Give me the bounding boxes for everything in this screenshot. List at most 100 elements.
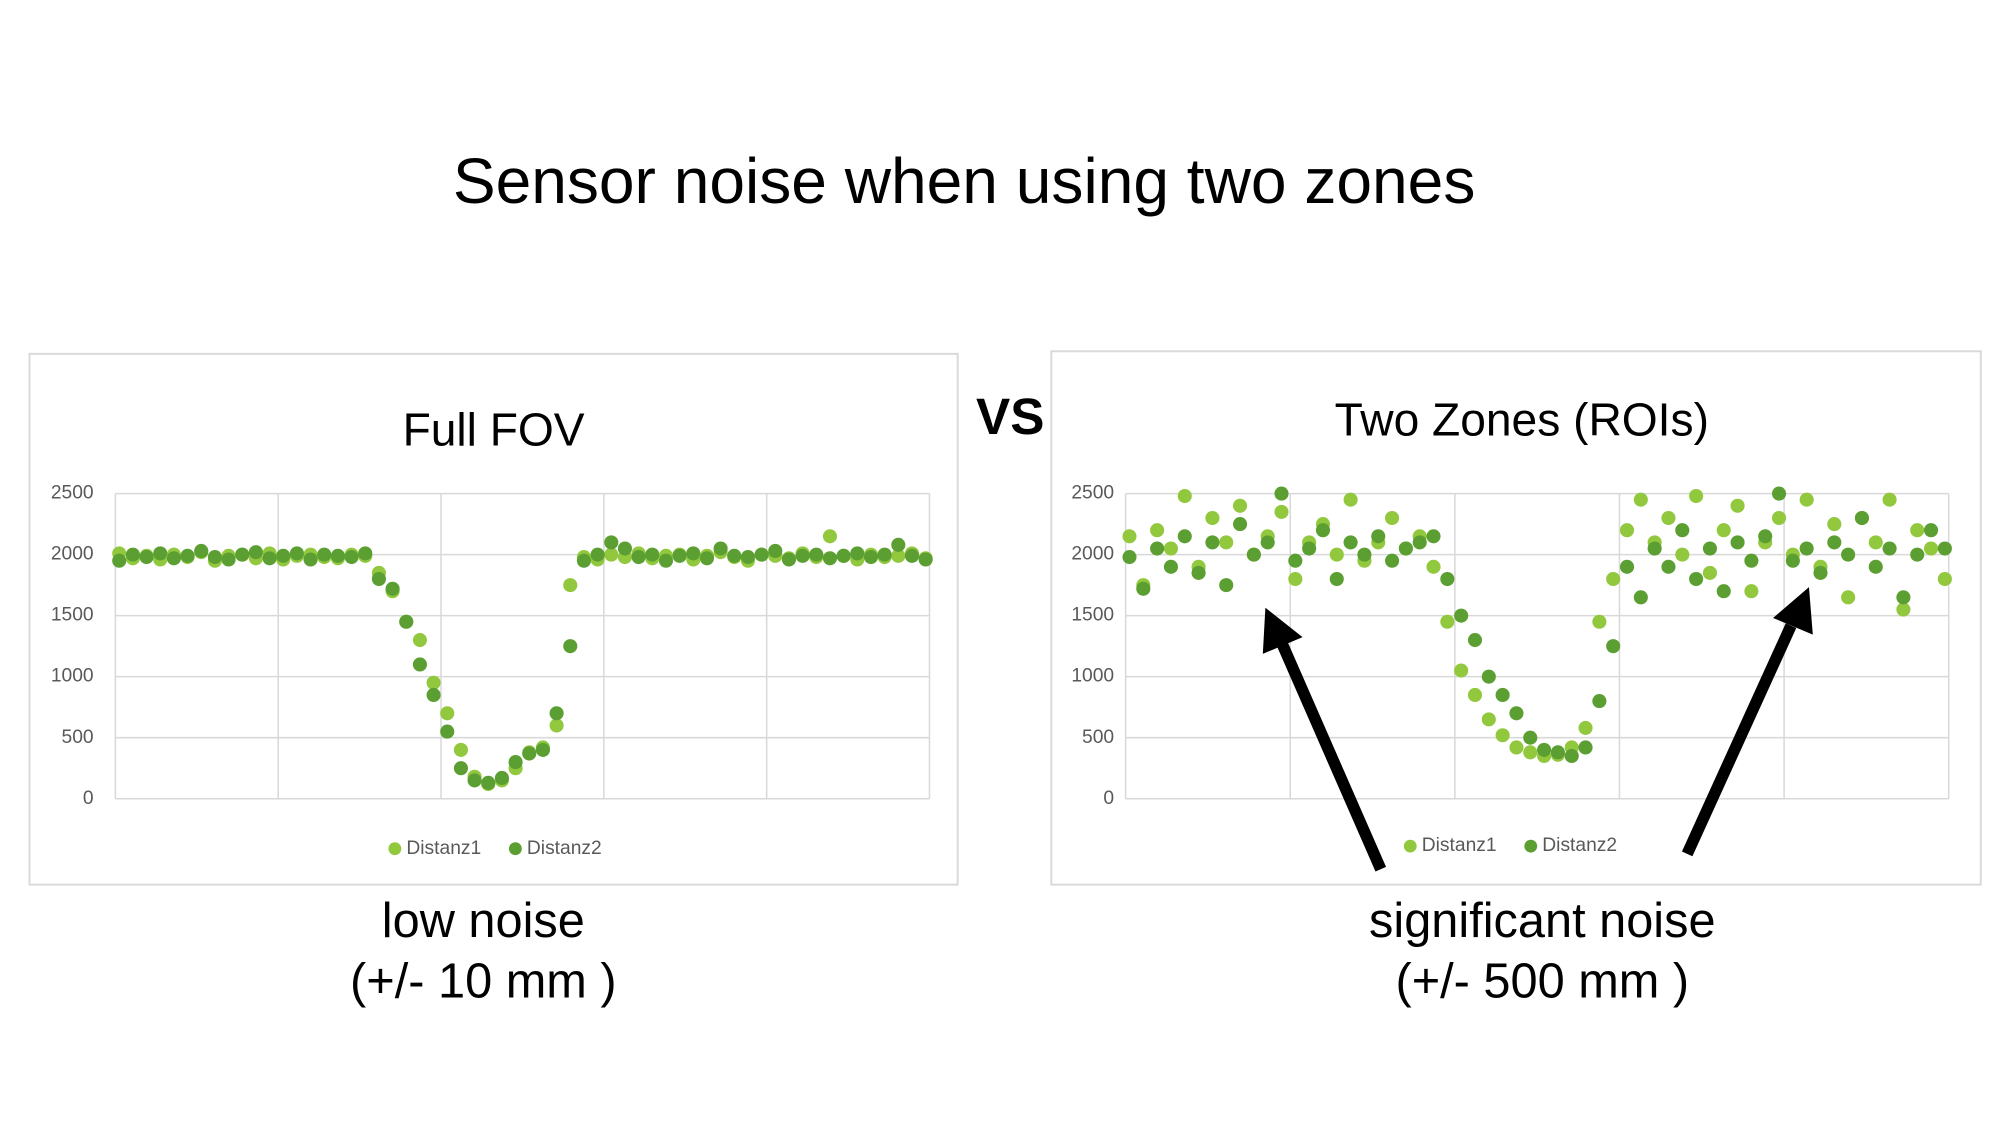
legend-marker [508, 842, 522, 856]
data-point [795, 548, 810, 563]
data-point [1177, 488, 1192, 504]
data-point [891, 548, 906, 563]
data-point [522, 746, 537, 761]
data-point [1675, 523, 1690, 538]
data-point [1371, 529, 1386, 544]
legend-marker [1524, 839, 1538, 853]
data-point [809, 547, 824, 562]
data-point [590, 547, 605, 562]
data-point [1219, 535, 1234, 550]
data-point [1841, 547, 1856, 562]
data-point [385, 581, 400, 596]
data-point [1426, 529, 1441, 544]
data-point [1606, 639, 1621, 654]
data-point [1191, 565, 1206, 580]
data-point [1412, 535, 1427, 550]
data-point [399, 614, 414, 629]
data-point [617, 541, 632, 556]
data-point [1467, 687, 1483, 703]
caption: (+/- 10 mm ) [350, 954, 617, 1008]
data-point [740, 550, 756, 565]
data-point [1633, 590, 1648, 605]
data-point [563, 578, 578, 593]
data-point [1440, 614, 1455, 629]
data-point [1302, 541, 1317, 556]
data-point [1771, 486, 1787, 501]
legend-label: Distanz2 [527, 838, 602, 859]
data-point [235, 547, 250, 562]
data-point [248, 545, 263, 560]
data-point [1744, 584, 1759, 599]
data-point [276, 548, 291, 563]
chart-title: Full FOV [403, 404, 585, 456]
data-point [686, 546, 701, 561]
data-point [1550, 745, 1565, 760]
data-point [1827, 517, 1842, 532]
data-point [1246, 547, 1261, 562]
data-point [1232, 498, 1248, 513]
data-point [1357, 547, 1372, 562]
data-point [1730, 498, 1745, 513]
data-point [1163, 559, 1178, 574]
data-point [1509, 706, 1524, 721]
data-point [1868, 559, 1883, 574]
data-point [1481, 712, 1496, 727]
data-point [180, 548, 195, 563]
slide-title: Sensor noise when using two zones [453, 145, 1476, 217]
arrow-shaft [1276, 641, 1387, 872]
data-point [768, 543, 783, 559]
data-point [1150, 523, 1165, 538]
data-point [166, 551, 181, 566]
data-point [1937, 541, 1952, 556]
data-point [481, 775, 496, 790]
data-point [904, 548, 920, 563]
y-tick-label: 1500 [1071, 605, 1114, 626]
data-point [1771, 510, 1787, 526]
data-point [1799, 492, 1814, 507]
data-point [440, 706, 455, 721]
data-point [1702, 565, 1717, 580]
data-point [1329, 571, 1344, 587]
y-tick-label: 2500 [1071, 483, 1114, 504]
data-point [1122, 550, 1137, 565]
y-tick-label: 0 [83, 788, 94, 809]
data-point [1882, 541, 1897, 556]
data-point [1578, 720, 1593, 735]
data-point [112, 553, 127, 568]
data-point [1564, 748, 1579, 764]
data-point [699, 551, 715, 566]
data-point [1288, 571, 1303, 587]
data-point [371, 571, 386, 587]
data-point [1661, 559, 1676, 574]
data-point [1177, 529, 1192, 544]
y-tick-label: 1000 [51, 666, 94, 687]
data-point [207, 550, 222, 565]
data-point [1509, 740, 1524, 755]
arrow-head [1262, 607, 1303, 654]
data-point [1481, 669, 1496, 684]
arrow-head [1773, 587, 1813, 635]
data-point [330, 548, 345, 563]
data-point [877, 547, 892, 562]
data-point [412, 633, 427, 648]
data-point [453, 761, 468, 776]
data-point [1841, 590, 1856, 605]
data-point [1329, 547, 1344, 562]
data-point [1675, 547, 1690, 562]
data-point [1440, 571, 1455, 587]
data-point [631, 550, 646, 565]
y-tick-label: 2500 [51, 483, 94, 504]
data-point [1274, 504, 1289, 519]
data-point [549, 718, 564, 733]
data-point [727, 548, 742, 563]
y-tick-label: 1000 [1071, 666, 1114, 687]
data-point [1454, 608, 1469, 623]
data-point [1730, 535, 1745, 550]
data-point [1910, 523, 1925, 538]
data-point [1467, 633, 1483, 648]
y-tick-label: 2000 [1071, 544, 1114, 565]
data-point [1716, 523, 1731, 538]
data-point [508, 755, 523, 770]
data-point [1495, 728, 1510, 743]
